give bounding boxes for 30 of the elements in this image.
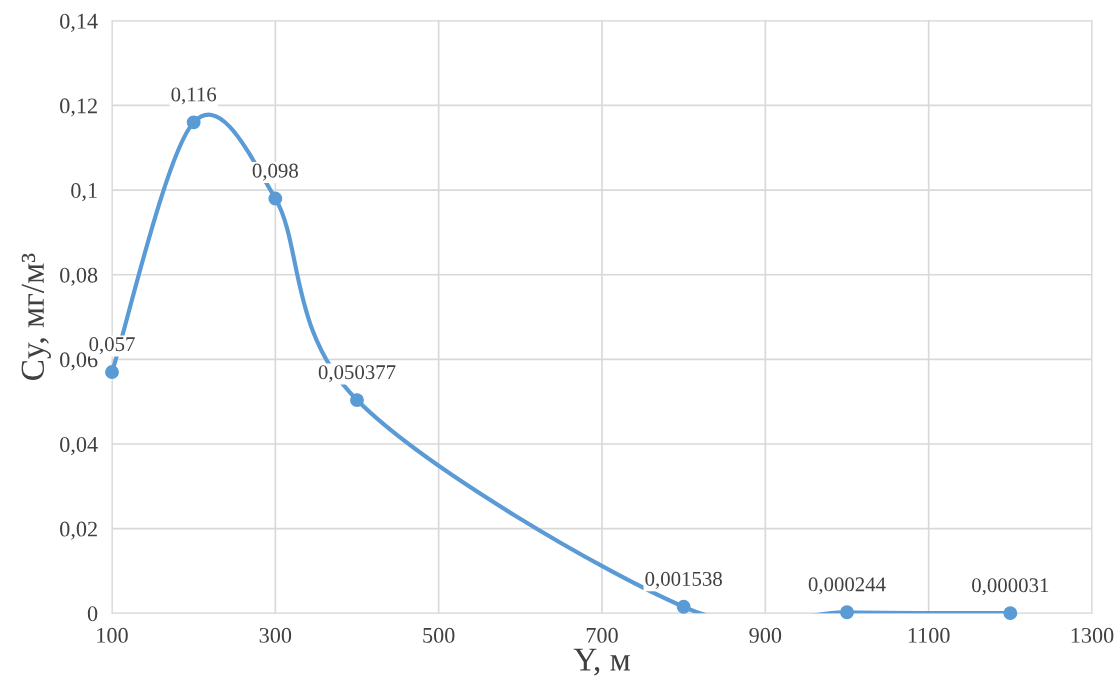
data-label: 0,000031 — [972, 578, 1049, 596]
data-label: 0,000244 — [808, 577, 886, 595]
point — [350, 393, 364, 408]
x-tick-label: 1100 — [908, 627, 950, 643]
x-tick-label: 1300 — [1071, 627, 1114, 643]
x-tick-label: 500 — [423, 627, 455, 643]
point — [186, 115, 201, 130]
y-tick-label: 0,04 — [60, 436, 98, 456]
data-label: 0,057 — [89, 337, 135, 355]
point — [268, 191, 283, 206]
point — [840, 605, 854, 620]
point — [1003, 606, 1018, 621]
x-axis-title: Y, м — [573, 648, 630, 676]
data-label: 0,098 — [252, 163, 298, 181]
point — [676, 599, 691, 614]
y-axis-title: Cy, мг/м³ — [21, 253, 51, 380]
x-tick-label: 700 — [586, 627, 618, 643]
data-label: 0,001538 — [645, 571, 722, 589]
y-tick-label: 0,08 — [60, 267, 98, 286]
data-label: 0,116 — [171, 87, 217, 105]
point — [105, 365, 119, 380]
x-tick-label: 300 — [259, 627, 292, 643]
y-tick-label: 0,1 — [71, 183, 97, 202]
y-tick-label: 0,12 — [60, 98, 97, 117]
y-tick-label: 0,14 — [60, 13, 98, 32]
y-tick-label: 0 — [87, 606, 98, 622]
data-label: 0,050377 — [318, 365, 396, 383]
x-tick-label: 900 — [749, 627, 782, 643]
y-tick-label: 0,02 — [60, 521, 97, 540]
x-tick-label: 100 — [97, 627, 128, 643]
